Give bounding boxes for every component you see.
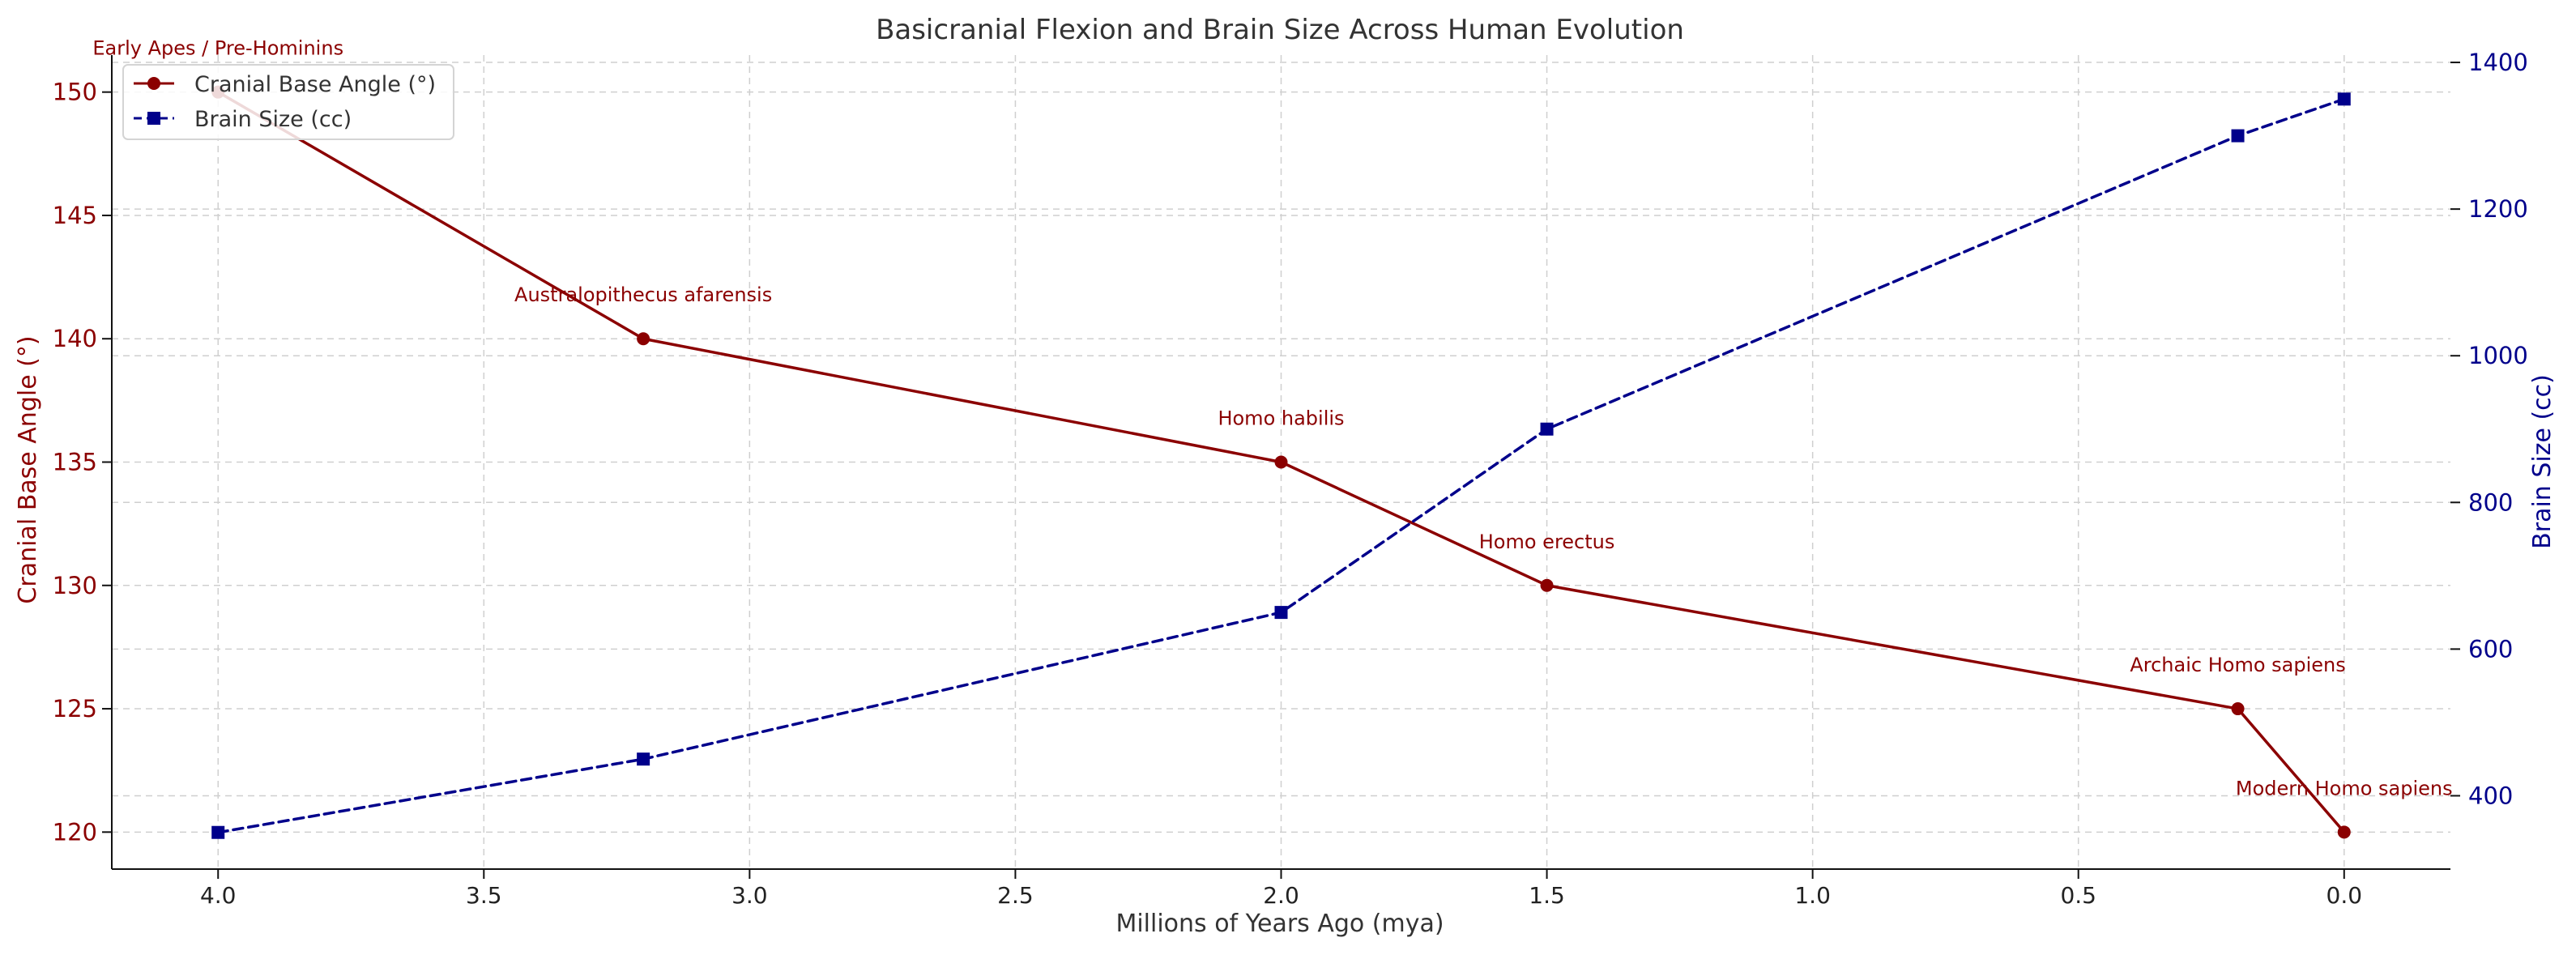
- x-axis-label: Millions of Years Ago (mya): [1115, 910, 1444, 938]
- brain-size-point: [211, 825, 225, 839]
- cranial-angle-point: [637, 332, 650, 346]
- legend-box: [122, 64, 454, 140]
- y-axis-label-right: Brain Size (cc): [2528, 374, 2557, 549]
- legend-marker-cranial: [147, 77, 160, 90]
- y-left-tick-label: 145: [53, 202, 97, 229]
- x-tick-label: 2.0: [1263, 882, 1299, 909]
- y-left-tick-label: 120: [53, 818, 97, 846]
- y-left-tick-label: 130: [53, 572, 97, 599]
- annotation-layer: Early Apes / Pre-Hominins Australopithecu…: [92, 37, 2452, 800]
- cranial-angle-point: [1274, 455, 1288, 469]
- point-annotation: Modern Homo sapiens: [2236, 777, 2453, 799]
- point-annotation: Homo erectus: [1479, 531, 1615, 553]
- point-annotation: Early Apes / Pre-Hominins: [92, 37, 343, 60]
- cranial-angle-point: [1540, 578, 1554, 592]
- y-right-tick-label: 400: [2468, 782, 2513, 809]
- y-left-tick-label: 150: [53, 79, 97, 106]
- y-right-tick-label: 600: [2468, 635, 2513, 663]
- legend-label-cranial: Cranial Base Angle (°): [194, 72, 436, 97]
- chart-title: Basicranial Flexion and Brain Size Acros…: [876, 14, 1684, 46]
- x-tick-label: 3.5: [466, 882, 502, 909]
- axis-layer: 4.0 3.5 3.0 2.5 2.0 1.5 1.0 0.5 0.0 120 125 130 135 1…: [53, 49, 2528, 909]
- x-tick-label: 0.5: [2060, 882, 2096, 909]
- brain-size-point: [1540, 422, 1554, 436]
- x-tick-label: 1.0: [1794, 882, 1831, 909]
- y-left-tick-label: 140: [53, 325, 97, 352]
- y-left-tick-label: 125: [53, 695, 97, 722]
- legend-marker-brain: [147, 112, 160, 125]
- x-tick-label: 0.0: [2327, 882, 2363, 909]
- x-tick-label: 2.5: [997, 882, 1034, 909]
- y-right-tick-label: 800: [2468, 488, 2513, 516]
- brain-size-point: [2231, 129, 2245, 143]
- point-annotation: Australopithecus afarensis: [514, 283, 772, 306]
- x-tick-label: 1.5: [1529, 882, 1565, 909]
- y-axis-label-left: Cranial Base Angle (°): [14, 335, 42, 603]
- series-line-brain-size: [216, 97, 2346, 834]
- legend: Cranial Base Angle (°) Brain Size (cc): [122, 64, 454, 140]
- cranial-angle-point: [2337, 825, 2351, 839]
- brain-size-point: [1274, 606, 1288, 620]
- brain-size-point: [637, 752, 650, 766]
- point-annotation: Homo habilis: [1218, 407, 1344, 430]
- y-right-tick-label: 1400: [2468, 49, 2528, 76]
- brain-size-point: [2337, 92, 2351, 106]
- y-left-tick-label: 135: [53, 449, 97, 476]
- x-tick-label: 3.0: [731, 882, 768, 909]
- y-right-tick-label: 1000: [2468, 342, 2528, 369]
- legend-label-brain: Brain Size (cc): [194, 107, 352, 132]
- y-right-tick-label: 1200: [2468, 195, 2528, 223]
- point-annotation: Archaic Homo sapiens: [2130, 654, 2345, 676]
- cranial-angle-point: [2231, 702, 2245, 716]
- grid-layer: [112, 55, 2450, 869]
- series-line-cranial-angle: [216, 90, 2346, 834]
- x-tick-label: 4.0: [200, 882, 237, 909]
